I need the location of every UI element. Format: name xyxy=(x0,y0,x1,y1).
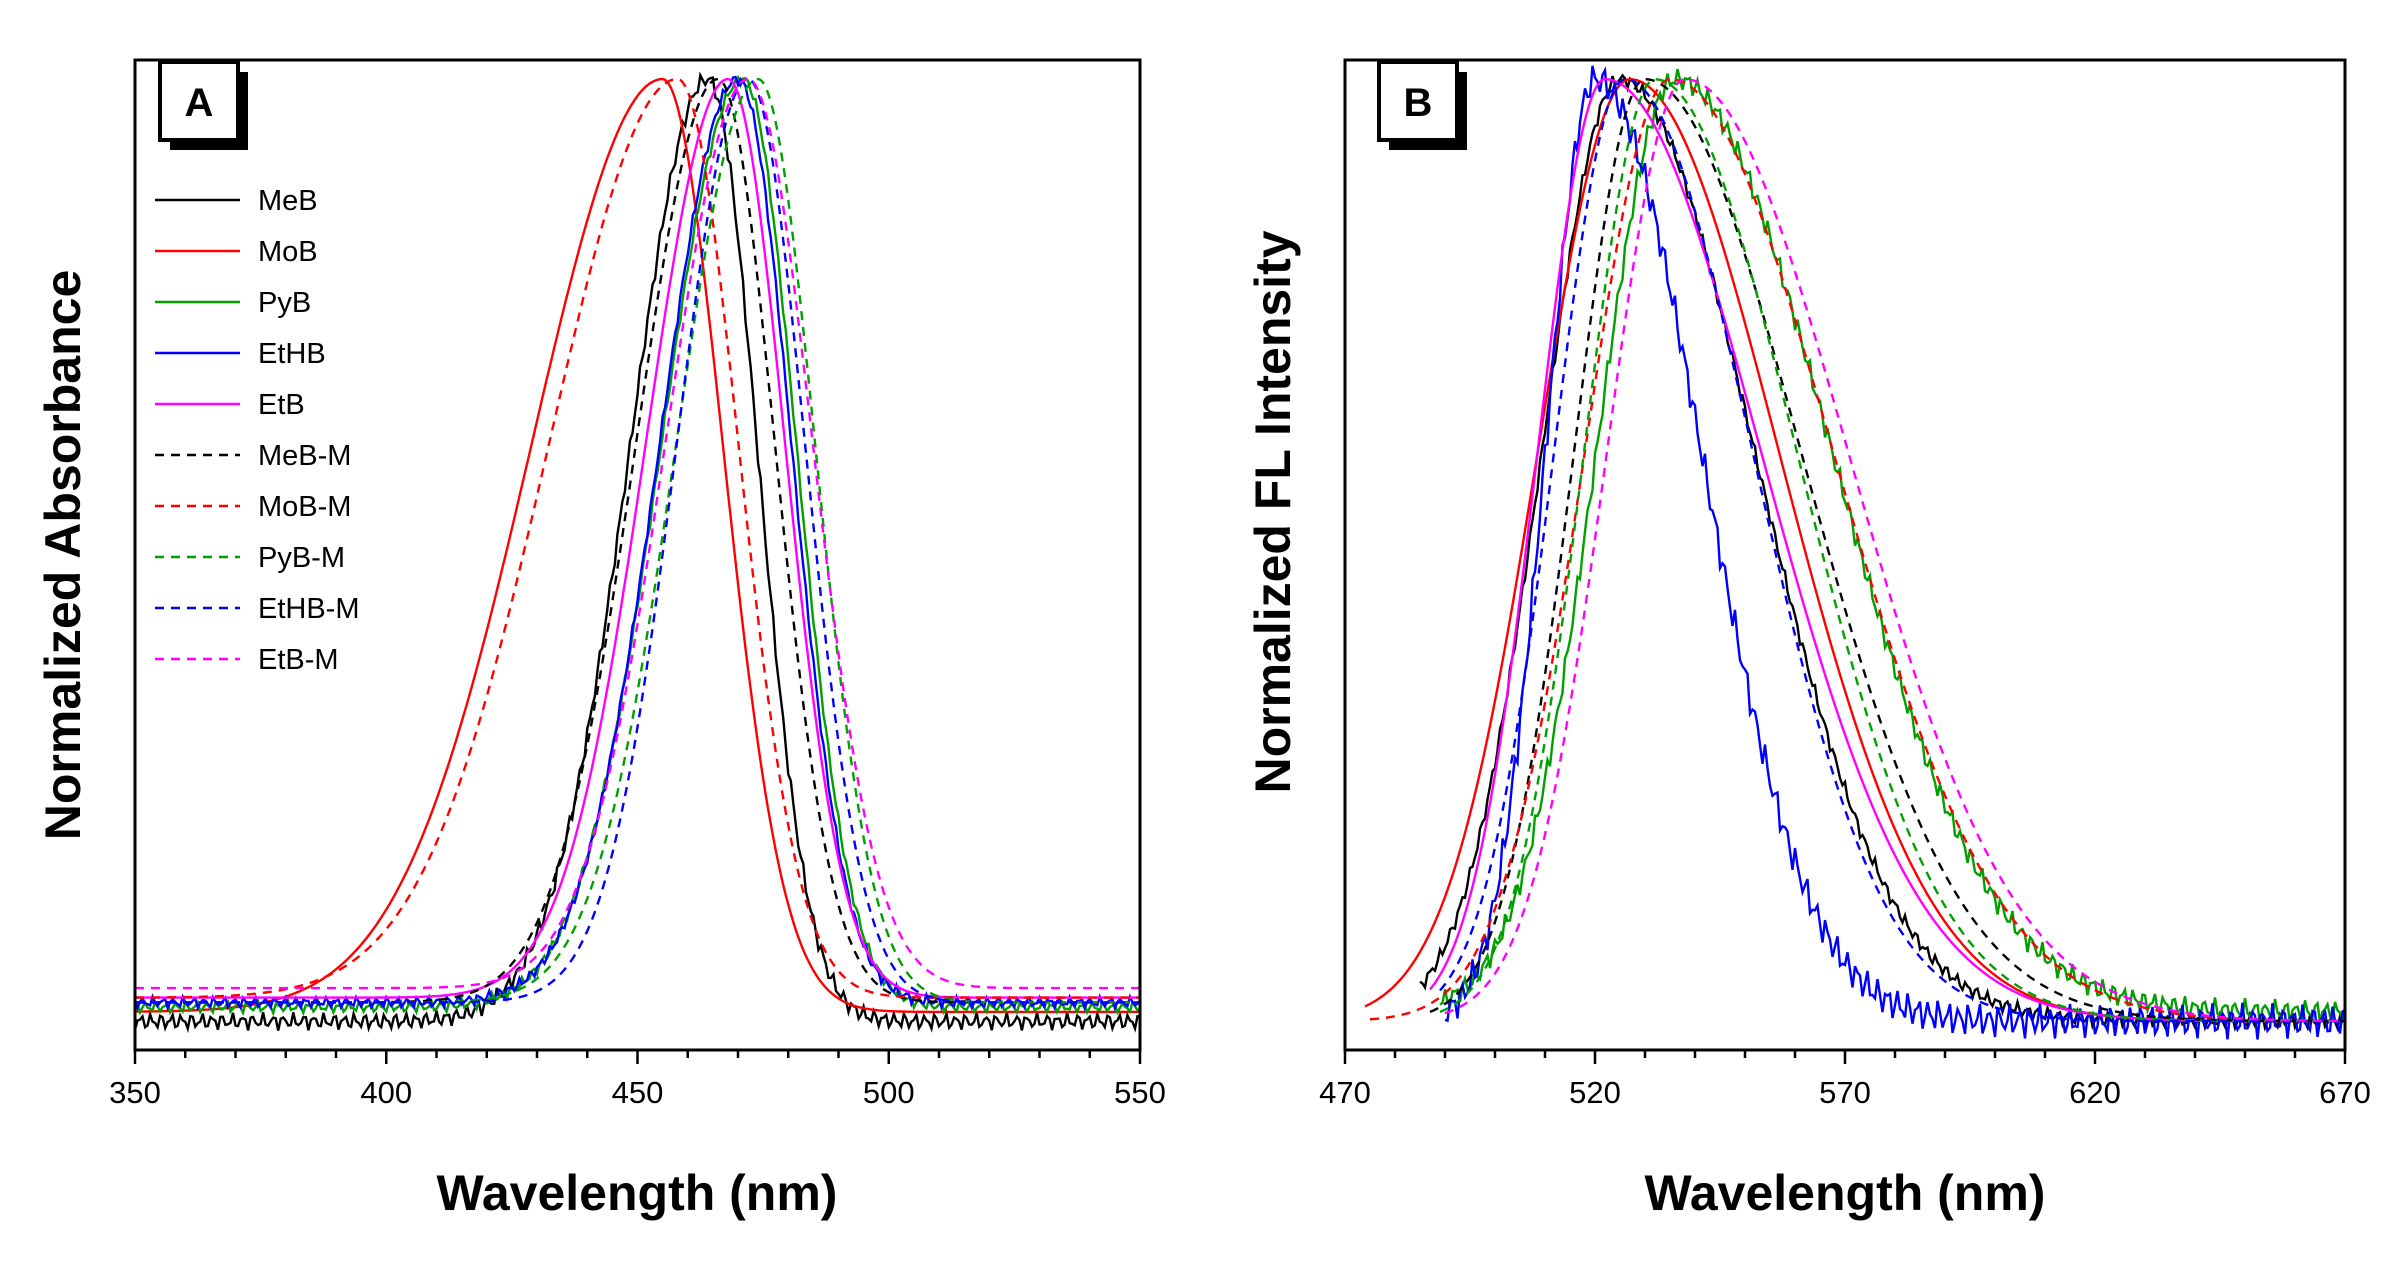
panel-a-x-tick-label: 350 xyxy=(109,1075,161,1110)
panel-b-series-pyb-m xyxy=(1439,77,2345,1023)
panel-a-series-pyb-m xyxy=(135,77,1140,1004)
panel-a-series-meb xyxy=(135,71,1140,1034)
panel-b-series-meb xyxy=(1419,73,2345,1033)
panel-b-y-axis-title: Normalized FL Intensity xyxy=(1245,230,1301,793)
panel-b-letter-box: B xyxy=(1377,60,1467,150)
panel-a-series-meb-m xyxy=(135,77,1140,1004)
panel-a-x-tick-label: 450 xyxy=(612,1075,664,1110)
panel-b-series-ethb-m xyxy=(1439,77,2345,1023)
panel-a-x-tick-label: 550 xyxy=(1114,1075,1166,1110)
panel-b-fluorescence-chart: 470 520 570 620 670 B Wavelength (nm) Normal… xyxy=(1245,58,2371,1221)
panel-b-x-tick-label: 470 xyxy=(1319,1075,1371,1110)
panel-a-x-ticks: 350 400 450 500 550 xyxy=(109,1050,1166,1110)
legend-label-meb: MeB xyxy=(258,185,318,217)
legend-label-mob-m: MoB-M xyxy=(258,491,351,523)
panel-b-series-etb xyxy=(1429,77,2345,1023)
panel-b-curves xyxy=(1364,65,2345,1040)
panel-b-series-pyb xyxy=(1439,68,2345,1024)
panel-a-legend: MeB MoB PyB EtHB EtB MeB-M MoB-M PyB-M EtHB-M EtB… xyxy=(155,185,360,676)
panel-a-series-mob-m xyxy=(135,77,1140,999)
panel-b-series-meb-m xyxy=(1429,77,2345,1023)
panel-a-x-axis-title: Wavelength (nm) xyxy=(437,1165,838,1221)
legend-label-pyb: PyB xyxy=(258,287,311,319)
legend-label-etb: EtB xyxy=(258,389,305,421)
legend-label-ethb: EtHB xyxy=(258,338,326,370)
panel-a-series-etb xyxy=(135,77,1140,999)
panel-a-letter: A xyxy=(185,81,214,125)
panel-a-absorbance-chart: 350 400 450 500 550 A MeBMoBPyBEtHBEtBMeB-MM… xyxy=(35,58,1166,1221)
panel-a-curves xyxy=(135,71,1140,1034)
legend-label-mob: MoB xyxy=(258,236,318,268)
panel-a-x-tick-label: 500 xyxy=(863,1075,915,1110)
legend-label-ethb-m: EtHB-M xyxy=(258,593,360,625)
panel-a-series-ethb-m xyxy=(135,77,1140,1004)
panel-b-letter: B xyxy=(1404,81,1433,125)
panel-a-x-tick-label: 400 xyxy=(360,1075,412,1110)
panel-a-y-axis-title: Normalized Absorbance xyxy=(35,270,91,841)
panel-a-series-etb-m xyxy=(135,77,1140,990)
panel-b-x-axis-title: Wavelength (nm) xyxy=(1645,1165,2046,1221)
panel-a-letter-box: A xyxy=(158,60,248,150)
panel-b-x-tick-label: 520 xyxy=(1569,1075,1621,1110)
panel-b-x-tick-label: 570 xyxy=(1819,1075,1871,1110)
panel-b-x-tick-label: 670 xyxy=(2319,1075,2371,1110)
panel-a-series-mob xyxy=(135,77,1140,1014)
legend-label-etb-m: EtB-M xyxy=(258,644,339,676)
panel-b-x-tick-label: 620 xyxy=(2069,1075,2121,1110)
panel-b-series-mob xyxy=(1364,77,2345,1023)
legend-label-pyb-m: PyB-M xyxy=(258,542,345,574)
legend-label-meb-m: MeB-M xyxy=(258,440,351,472)
panel-b-series-mob-m xyxy=(1369,77,2345,1023)
panel-b-series-etb-m xyxy=(1444,77,2345,1023)
panel-b-x-ticks: 470 520 570 620 670 xyxy=(1319,1050,2371,1110)
